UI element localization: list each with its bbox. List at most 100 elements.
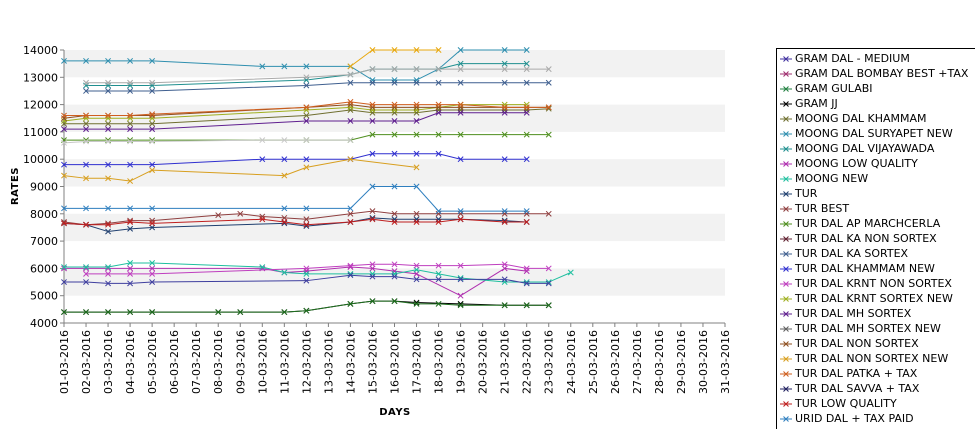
data-point bbox=[369, 273, 376, 280]
series-line bbox=[86, 68, 549, 84]
data-point bbox=[61, 118, 67, 124]
data-point bbox=[457, 101, 464, 108]
series-28 bbox=[61, 298, 552, 316]
data-point bbox=[127, 112, 134, 119]
data-point bbox=[567, 269, 574, 276]
y-tick-label: 12000 bbox=[23, 99, 58, 112]
legend-item: MOONG NEW bbox=[777, 171, 975, 186]
data-point bbox=[347, 101, 354, 108]
series-13 bbox=[83, 79, 552, 94]
legend-item: TUR DAL MH SORTEX NEW bbox=[777, 321, 975, 336]
legend-swatch bbox=[780, 295, 792, 302]
legend-item: TUR BEST bbox=[777, 201, 975, 216]
x-tick-label: 18-03-2016 bbox=[433, 330, 446, 394]
data-point bbox=[457, 208, 464, 215]
data-point bbox=[61, 220, 67, 227]
data-point bbox=[369, 118, 376, 124]
legend-marker-icon bbox=[777, 336, 795, 351]
data-point bbox=[127, 225, 134, 232]
data-point bbox=[127, 219, 134, 225]
legend-swatch bbox=[780, 355, 792, 362]
data-point bbox=[83, 115, 89, 122]
series-line bbox=[64, 112, 527, 130]
chart-legend: GRAM DAL - MEDIUM GRAM DAL BOMBAY BEST +T… bbox=[776, 48, 975, 429]
legend-item: MOONG DAL VIJAYAWADA bbox=[777, 141, 975, 156]
legend-label: TUR DAL KRNT NON SORTEX bbox=[795, 277, 952, 290]
x-tick-labels: 01-03-2016 02-03-2016 03-03-2016 04-03-2016… bbox=[58, 323, 732, 394]
data-point bbox=[501, 107, 508, 114]
data-point bbox=[501, 302, 508, 309]
data-point bbox=[413, 118, 420, 124]
data-point bbox=[105, 87, 112, 94]
data-point bbox=[61, 126, 67, 133]
data-point bbox=[61, 309, 67, 316]
data-point bbox=[391, 210, 398, 217]
y-tick-label: 5000 bbox=[30, 290, 58, 303]
data-point bbox=[369, 79, 376, 86]
data-point bbox=[127, 57, 134, 64]
series-line bbox=[64, 262, 571, 283]
data-point bbox=[369, 261, 376, 268]
grid-band bbox=[64, 159, 725, 187]
data-point bbox=[149, 205, 156, 212]
legend-label: TUR DAL KRNT SORTEX NEW bbox=[795, 292, 953, 305]
data-point bbox=[435, 208, 442, 215]
data-point bbox=[303, 74, 310, 81]
legend-item: MOONG DAL SURYAPET NEW bbox=[777, 126, 975, 141]
data-point bbox=[523, 107, 530, 114]
data-point bbox=[303, 137, 310, 144]
x-tick-label: 01-03-2016 bbox=[58, 330, 71, 394]
data-point bbox=[501, 60, 508, 67]
data-point bbox=[127, 270, 134, 277]
data-point bbox=[83, 221, 89, 228]
legend-swatch bbox=[780, 250, 792, 257]
data-point bbox=[501, 276, 508, 283]
data-point bbox=[105, 79, 112, 86]
data-point bbox=[369, 216, 376, 223]
series-4 bbox=[61, 105, 552, 127]
series-15 bbox=[83, 261, 552, 277]
data-point bbox=[347, 137, 354, 144]
data-point bbox=[237, 309, 244, 316]
data-point bbox=[237, 210, 244, 217]
data-point bbox=[391, 261, 398, 268]
data-point bbox=[61, 161, 67, 168]
data-point bbox=[281, 172, 288, 179]
data-point bbox=[523, 210, 530, 217]
legend-item: GRAM JJ bbox=[777, 96, 975, 111]
data-point bbox=[149, 217, 156, 224]
series-line bbox=[63, 218, 527, 226]
data-point bbox=[149, 87, 156, 94]
data-point bbox=[259, 264, 266, 270]
data-point bbox=[523, 104, 530, 111]
x-tick-label: 31-03-2016 bbox=[719, 330, 732, 394]
legend-label: URID DAL + TAX PAID bbox=[795, 412, 914, 425]
series-29 bbox=[61, 137, 354, 146]
data-point bbox=[105, 264, 112, 270]
data-point bbox=[259, 216, 266, 223]
data-point bbox=[303, 164, 310, 171]
legend-marker-icon bbox=[777, 291, 795, 306]
data-point bbox=[369, 77, 376, 83]
data-point bbox=[347, 79, 354, 86]
data-point bbox=[369, 107, 376, 114]
data-point bbox=[127, 87, 134, 94]
x-tick-label: 26-03-2016 bbox=[609, 330, 622, 394]
data-point bbox=[391, 47, 398, 53]
data-point bbox=[149, 161, 156, 168]
x-tick-label: 06-03-2016 bbox=[168, 330, 181, 394]
data-point bbox=[105, 270, 112, 277]
data-point bbox=[61, 172, 67, 179]
data-point bbox=[435, 219, 442, 225]
data-point bbox=[61, 139, 67, 146]
data-point bbox=[105, 126, 112, 133]
x-tick-label: 14-03-2016 bbox=[344, 330, 357, 394]
data-point bbox=[413, 66, 420, 73]
data-point bbox=[545, 104, 552, 111]
legend-marker-icon bbox=[777, 216, 795, 231]
data-point bbox=[413, 183, 420, 190]
legend-label: MOONG LOW QUALITY bbox=[795, 157, 918, 170]
data-point bbox=[105, 280, 112, 287]
legend-marker-icon bbox=[777, 126, 795, 141]
data-point bbox=[435, 66, 442, 73]
